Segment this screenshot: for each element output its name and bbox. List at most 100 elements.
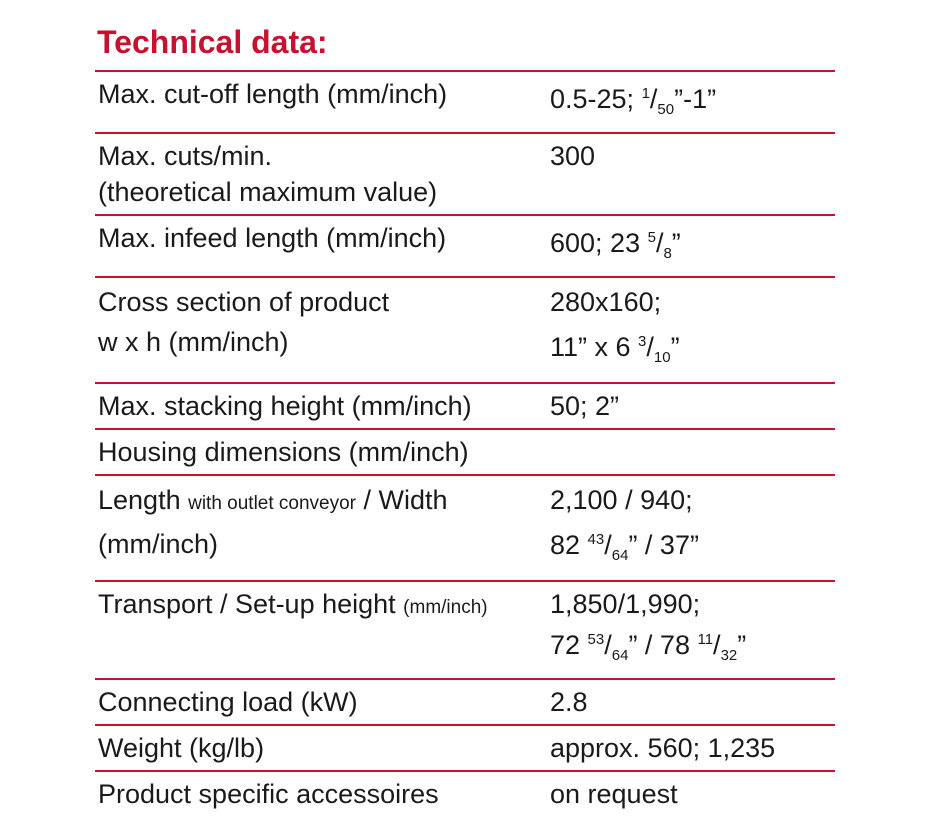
table-row: Max. cuts/min. (theoretical maximum value… <box>95 132 835 214</box>
text-segment: / <box>649 84 658 114</box>
value-cell: 300 <box>550 138 835 210</box>
cell-line: Weight (kg/lb) <box>98 730 550 766</box>
table-row: Length with outlet conveyor / Width (mm/i… <box>95 474 835 580</box>
value-cell: 2.8 <box>550 684 835 720</box>
text-segment: 50; 2” <box>550 391 620 421</box>
text-segment: (mm/inch) <box>98 529 218 559</box>
text-segment: 5 <box>647 229 656 246</box>
text-segment: 280x160; <box>550 287 662 317</box>
text-segment: 64 <box>611 547 629 564</box>
value-cell: on request <box>550 776 835 812</box>
spec-table: Max. cut-off length (mm/inch) 0.5-25; 1/5… <box>95 70 835 816</box>
value-cell: 0.5-25; 1/50”-1” <box>550 76 835 128</box>
text-segment: 2,100 / 940; <box>550 485 693 515</box>
label-cell: Max. cuts/min. (theoretical maximum value… <box>95 138 550 210</box>
text-segment: / <box>646 332 654 362</box>
table-row: Product specific accessoires on request <box>95 770 835 816</box>
text-segment: 0.5-25; <box>550 84 642 114</box>
text-segment: Length <box>98 485 189 515</box>
cell-line: Transport / Set-up height (mm/inch) <box>98 586 550 626</box>
cell-line: (theoretical maximum value) <box>98 174 550 210</box>
table-row: Housing dimensions (mm/inch) <box>95 428 835 474</box>
text-segment: 2.8 <box>550 687 588 717</box>
text-segment: Cross section of product <box>98 287 390 317</box>
cell-line: Length with outlet conveyor / Width <box>98 480 550 524</box>
table-row: Transport / Set-up height (mm/inch) 1,850… <box>95 580 835 678</box>
value-cell: approx. 560; 1,235 <box>550 730 835 766</box>
cell-line: 82 43/64” / 37” <box>550 520 835 576</box>
page: Technical data: Max. cut-off length (mm/… <box>95 24 835 809</box>
cell-line: on request <box>550 776 835 812</box>
text-segment: Product specific accessoires <box>98 779 439 809</box>
text-segment: Weight (kg/lb) <box>98 733 265 763</box>
text-segment: / Width <box>356 485 448 515</box>
text-segment: 64 <box>611 647 629 664</box>
text-segment: ”-1” <box>674 84 717 114</box>
table-row: Connecting load (kW) 2.8 <box>95 678 835 724</box>
cell-line: 600; 23 5/8” <box>550 220 835 272</box>
value-cell: 2,100 / 940; 82 43/64” / 37” <box>550 480 835 576</box>
text-segment: 50 <box>657 101 675 118</box>
text-segment: / <box>713 630 721 660</box>
cell-line: Max. cut-off length (mm/inch) <box>98 76 550 112</box>
cell-line: Cross section of product <box>98 282 550 322</box>
text-segment: 11 <box>697 631 714 648</box>
cell-line: 0.5-25; 1/50”-1” <box>550 76 835 128</box>
table-row: Weight (kg/lb) approx. 560; 1,235 <box>95 724 835 770</box>
table-row: Max. stacking height (mm/inch) 50; 2” <box>95 382 835 428</box>
text-segment: Connecting load (kW) <box>98 687 358 717</box>
text-segment: 10 <box>653 349 671 366</box>
label-cell: Max. cut-off length (mm/inch) <box>95 76 550 128</box>
text-segment: / <box>604 630 612 660</box>
cell-line: 11” x 6 3/10” <box>550 322 835 378</box>
table-row: Max. infeed length (mm/inch) 600; 23 5/8” <box>95 214 835 276</box>
text-segment: on request <box>550 779 678 809</box>
cell-line: Max. cuts/min. <box>98 138 550 174</box>
label-cell: Weight (kg/lb) <box>95 730 550 766</box>
value-cell: 280x160; 11” x 6 3/10” <box>550 282 835 378</box>
text-segment: 72 <box>550 630 588 660</box>
text-segment: Max. cut-off length (mm/inch) <box>98 79 448 109</box>
text-segment: ” <box>670 332 680 362</box>
label-cell: Cross section of product w x h (mm/inch) <box>95 282 550 378</box>
text-segment: 1 <box>641 85 650 102</box>
text-segment: ” / 78 <box>628 630 698 660</box>
cell-line: Housing dimensions (mm/inch) <box>98 434 550 470</box>
cell-line: 300 <box>550 138 835 174</box>
value-cell: 50; 2” <box>550 388 835 424</box>
text-segment: 32 <box>720 647 738 664</box>
cell-line: 280x160; <box>550 282 835 322</box>
text-segment: ” / 37” <box>628 530 699 560</box>
text-segment: w x h (mm/inch) <box>98 327 289 357</box>
label-cell: Housing dimensions (mm/inch) <box>95 434 550 470</box>
value-cell: 1,850/1,990; 72 53/64” / 78 11/32” <box>550 586 835 674</box>
cell-line: 50; 2” <box>550 388 835 424</box>
label-cell: Max. infeed length (mm/inch) <box>95 220 550 272</box>
text-segment: Housing dimensions (mm/inch) <box>98 437 469 467</box>
text-segment: 82 <box>550 530 588 560</box>
cell-line: Max. stacking height (mm/inch) <box>98 388 550 424</box>
text-segment: Max. stacking height (mm/inch) <box>98 391 472 421</box>
cell-line: 2.8 <box>550 684 835 720</box>
text-segment: / <box>604 530 612 560</box>
label-cell: Length with outlet conveyor / Width (mm/i… <box>95 480 550 576</box>
text-segment: approx. 560; 1,235 <box>550 733 776 763</box>
label-cell: Transport / Set-up height (mm/inch) <box>95 586 550 674</box>
text-segment: Max. cuts/min. <box>98 141 273 171</box>
cell-line: Max. infeed length (mm/inch) <box>98 220 550 256</box>
text-segment: 300 <box>550 141 596 171</box>
title: Technical data: <box>97 24 328 60</box>
table-row: Cross section of product w x h (mm/inch) 2… <box>95 276 835 382</box>
text-segment: ” <box>737 630 747 660</box>
text-segment: 8 <box>663 245 672 262</box>
cell-line: approx. 560; 1,235 <box>550 730 835 766</box>
label-cell: Product specific accessoires <box>95 776 550 812</box>
cell-line: Connecting load (kW) <box>98 684 550 720</box>
text-segment: 3 <box>638 333 647 350</box>
table-row: Max. cut-off length (mm/inch) 0.5-25; 1/5… <box>95 70 835 132</box>
text-segment: 11” x 6 <box>550 332 639 362</box>
text-segment: (mm/inch) <box>403 597 488 618</box>
text-segment: Transport / Set-up height <box>98 589 404 619</box>
text-segment: Max. infeed length (mm/inch) <box>98 223 447 253</box>
text-segment: ” <box>671 228 681 258</box>
